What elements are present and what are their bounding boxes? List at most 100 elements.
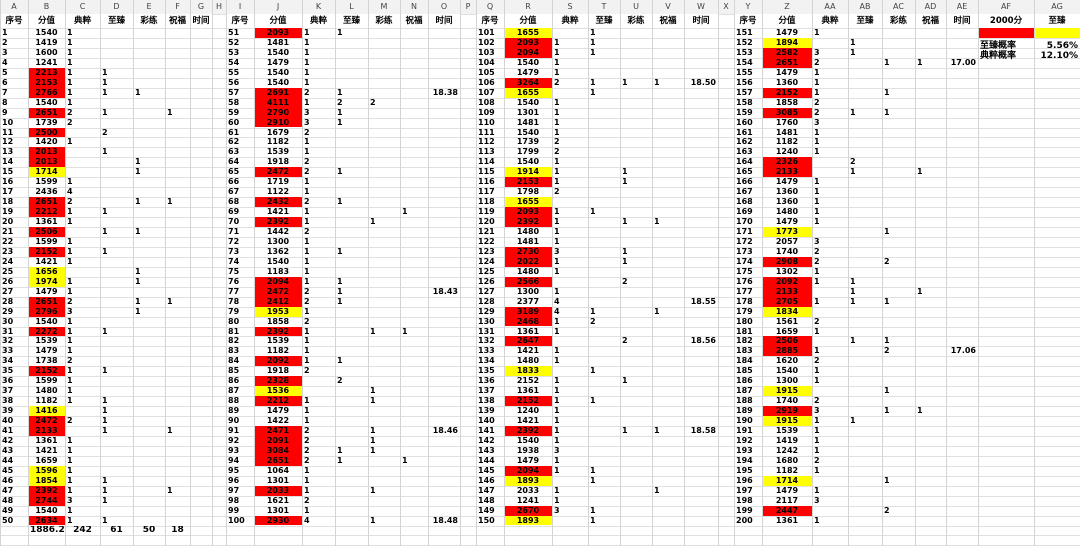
cell[interactable]: 1 — [554, 67, 560, 77]
cell[interactable]: 1 — [337, 296, 343, 306]
highlight-cell[interactable]: 2152 — [762, 87, 812, 98]
cell[interactable]: 107 — [478, 87, 495, 97]
cell[interactable]: 1361 — [516, 326, 540, 336]
cell[interactable]: 17 — [2, 187, 14, 197]
cell[interactable]: 2 — [814, 256, 820, 266]
cell[interactable]: 1182 — [775, 137, 799, 147]
cell[interactable]: 1300 — [266, 236, 290, 246]
cell[interactable]: 79 — [228, 306, 240, 316]
cell[interactable]: 1 — [402, 207, 408, 217]
cell[interactable]: 29 — [2, 306, 14, 316]
cell[interactable]: 1 — [102, 147, 108, 157]
column-letter[interactable]: Q — [476, 0, 504, 14]
cell[interactable]: 45 — [2, 465, 14, 475]
highlight-cell[interactable]: 2506 — [28, 227, 65, 237]
cell[interactable]: 74 — [228, 256, 240, 266]
cell[interactable]: 17.00 — [950, 57, 976, 67]
cell[interactable]: 1 — [850, 276, 856, 286]
column-letter[interactable]: I — [226, 0, 254, 14]
cell[interactable]: 67 — [228, 187, 240, 197]
cell[interactable]: 64 — [228, 157, 240, 167]
highlight-cell[interactable]: 2013 — [28, 147, 65, 158]
cell[interactable]: 1 — [135, 296, 141, 306]
cell[interactable]: 3 — [554, 246, 560, 256]
cell[interactable]: 168 — [736, 197, 753, 207]
cell[interactable]: 185 — [736, 366, 753, 376]
column-letter[interactable]: D — [100, 0, 133, 14]
cell[interactable]: 3 — [814, 117, 820, 127]
cell[interactable]: 100 — [228, 515, 245, 525]
highlight-cell[interactable]: 2091 — [254, 435, 302, 446]
highlight-cell[interactable]: 1536 — [254, 386, 302, 397]
cell[interactable]: 71 — [228, 227, 240, 236]
cell[interactable]: 137 — [478, 386, 495, 396]
cell[interactable]: 1 — [102, 475, 108, 485]
cell[interactable]: 1 — [554, 286, 560, 296]
cell[interactable]: 52 — [228, 37, 240, 47]
highlight-cell[interactable]: 2651 — [28, 197, 65, 208]
cell[interactable]: 1 — [102, 77, 108, 87]
cell[interactable]: 22 — [2, 236, 14, 246]
cell[interactable]: 1 — [370, 485, 376, 495]
cell[interactable]: 1 — [554, 386, 560, 396]
cell[interactable]: 127 — [478, 286, 495, 296]
cell[interactable]: 2 — [67, 416, 73, 426]
summary-cell[interactable]: 至臻概率 — [980, 40, 1017, 51]
cell[interactable]: 1 — [304, 306, 310, 316]
cell[interactable]: 2 — [67, 356, 73, 366]
cell[interactable]: 4 — [554, 306, 560, 316]
cell[interactable]: 1 — [814, 485, 820, 495]
cell[interactable]: 1 — [884, 87, 890, 97]
cell[interactable]: 48 — [2, 495, 14, 505]
cell[interactable]: 1 — [554, 57, 560, 67]
cell[interactable]: 1361 — [35, 435, 58, 445]
summary-cell[interactable]: 5.56% — [1046, 40, 1078, 51]
cell[interactable]: 12 — [2, 137, 14, 147]
highlight-cell[interactable]: 1893 — [504, 475, 552, 486]
cell[interactable]: 151 — [736, 28, 753, 37]
cell[interactable]: 152 — [736, 37, 753, 47]
cell[interactable]: 1 — [554, 266, 560, 276]
cell[interactable]: 1 — [67, 137, 73, 147]
cell[interactable]: 1 — [814, 266, 820, 276]
cell[interactable]: 119 — [478, 207, 495, 217]
cell[interactable]: 1 — [67, 396, 73, 406]
cell[interactable]: 1 — [67, 435, 73, 445]
cell[interactable]: 1 — [67, 246, 73, 256]
cell[interactable]: 1 — [337, 197, 343, 207]
cell[interactable]: 1421 — [516, 416, 540, 426]
cell[interactable]: 1479 — [775, 28, 799, 37]
cell[interactable]: 1 — [554, 485, 560, 495]
highlight-cell[interactable]: 1915 — [762, 416, 812, 426]
cell[interactable]: 1479 — [775, 177, 799, 187]
cell[interactable]: 1 — [304, 256, 310, 266]
cell[interactable]: 35 — [2, 366, 14, 376]
cell[interactable]: 1 — [814, 376, 820, 386]
cell[interactable]: 1 — [67, 97, 73, 107]
cell[interactable]: 88 — [228, 396, 240, 406]
cell[interactable]: 1 — [884, 336, 890, 346]
column-letter[interactable]: J — [254, 0, 302, 14]
cell[interactable]: 3 — [554, 445, 560, 455]
cell[interactable]: 2117 — [775, 495, 799, 505]
cell[interactable]: 2 — [304, 435, 310, 445]
cell[interactable]: 1 — [590, 47, 596, 57]
cell[interactable]: 41 — [2, 426, 14, 435]
cell[interactable]: 1 — [554, 127, 560, 137]
cell[interactable]: 1481 — [516, 236, 540, 246]
highlight-cell[interactable]: 2133 — [28, 426, 65, 436]
cell[interactable]: 1 — [554, 37, 560, 47]
cell[interactable]: 1421 — [516, 346, 540, 356]
cell[interactable]: 179 — [736, 306, 753, 316]
cell[interactable]: 2 — [304, 286, 310, 296]
highlight-cell[interactable]: 2705 — [762, 296, 812, 307]
highlight-cell[interactable]: 2213 — [28, 67, 65, 78]
cell[interactable]: 1479 — [35, 346, 58, 356]
cell[interactable]: 1360 — [775, 77, 799, 87]
cell[interactable]: 1540 — [35, 28, 58, 37]
cell[interactable]: 1 — [67, 445, 73, 455]
cell[interactable]: 1 — [554, 167, 560, 177]
cell[interactable]: 1938 — [516, 445, 540, 455]
cell[interactable]: 1 — [304, 236, 310, 246]
cell[interactable]: 1 — [167, 296, 173, 306]
